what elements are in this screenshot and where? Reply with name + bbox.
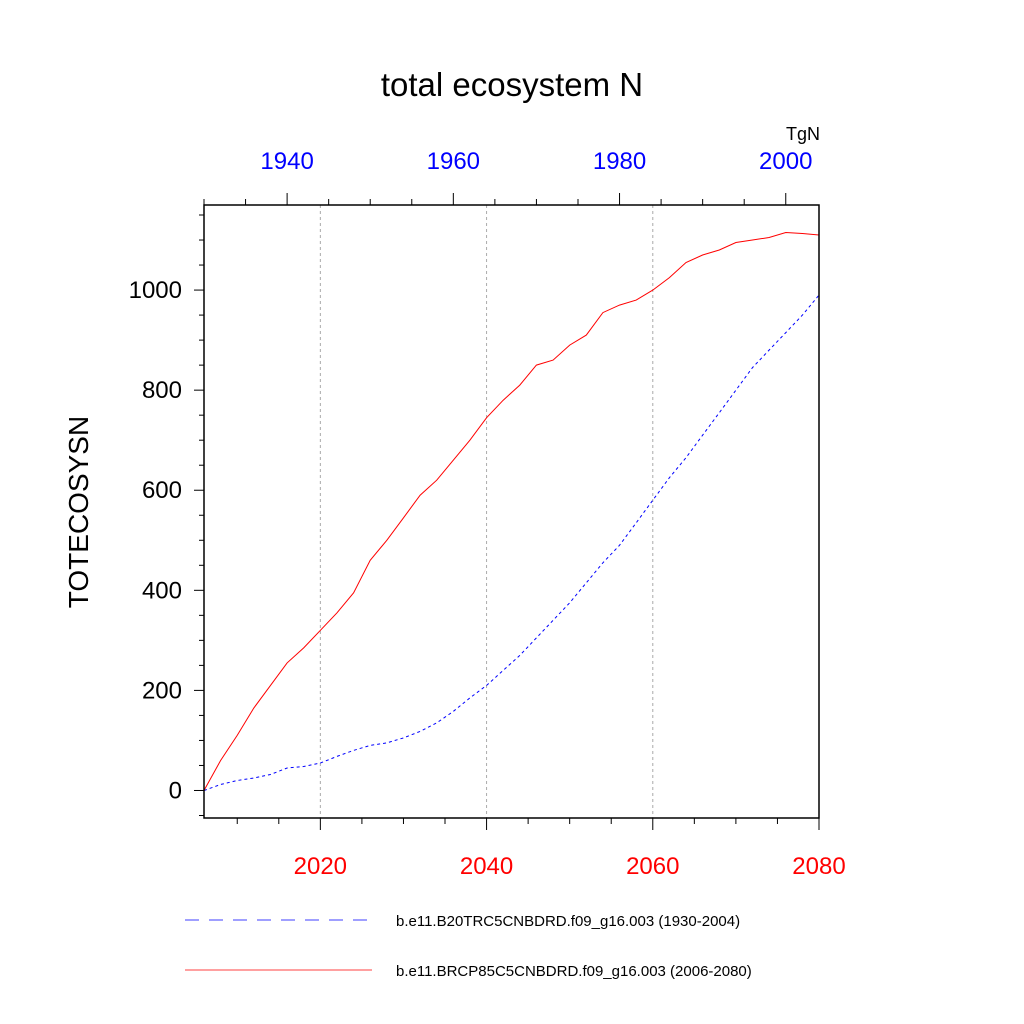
- legend-label-rcp85: b.e11.BRCP85C5CNBDRD.f09_g16.003 (2006-2…: [396, 963, 752, 980]
- y-tick-label-200: 200: [142, 677, 182, 704]
- x-top-tick-label-1980: 1980: [593, 148, 646, 175]
- series-line-rcp85: [203, 231, 820, 791]
- axis-ticks: [194, 193, 820, 830]
- x-bottom-tick-label-2040: 2040: [460, 853, 513, 880]
- plot-frame: [203, 204, 820, 819]
- series-line-historical: [203, 294, 820, 791]
- grid-lines: [319, 205, 654, 818]
- y-tick-label-800: 800: [142, 377, 182, 404]
- x-bottom-tick-label-2060: 2060: [626, 853, 679, 880]
- y-tick-label-0: 0: [169, 777, 182, 804]
- x-top-tick-label-2000: 2000: [759, 148, 812, 175]
- y-axis-label: TOTECOSYSN: [63, 416, 94, 608]
- tick-labels: 0 200 400 600 800 1000 2020 2040 2060 2080 1940 196…: [129, 148, 846, 880]
- x-top-tick-label-1940: 1940: [260, 148, 313, 175]
- y-tick-label-600: 600: [142, 477, 182, 504]
- x-bottom-tick-label-2020: 2020: [294, 853, 347, 880]
- series-lines: [203, 231, 820, 791]
- y-tick-label-400: 400: [142, 577, 182, 604]
- legend-label-historical: b.e11.B20TRC5CNBDRD.f09_g16.003 (1930-20…: [396, 913, 740, 930]
- units-label: TgN: [786, 124, 820, 144]
- legend: b.e11.B20TRC5CNBDRD.f09_g16.003 (1930-20…: [185, 913, 752, 980]
- chart-title: total ecosystem N: [381, 66, 643, 103]
- x-top-tick-label-1960: 1960: [427, 148, 480, 175]
- x-bottom-tick-label-2080: 2080: [792, 853, 845, 880]
- y-tick-label-1000: 1000: [129, 277, 182, 304]
